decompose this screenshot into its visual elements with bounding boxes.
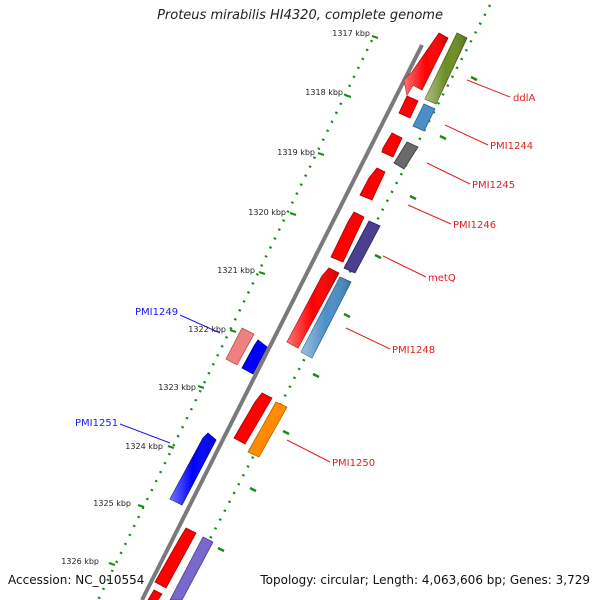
gene-label-pmi1244[interactable]: PMI1244 — [490, 141, 533, 152]
gene-feature[interactable] — [147, 589, 163, 600]
kbp-tick-marks — [108, 35, 379, 566]
label-leader-lines — [119, 79, 511, 463]
gene-feature[interactable] — [381, 132, 403, 158]
kbp-label: 1321 kbp — [217, 266, 255, 275]
kbp-label: 1320 kbp — [248, 208, 286, 217]
gene-label-pmi1251[interactable]: PMI1251 — [75, 418, 118, 429]
gene-label-pmi1248[interactable]: PMI1248 — [392, 345, 435, 356]
gene-shading — [170, 33, 467, 505]
gene-label-metq[interactable]: metQ — [428, 273, 456, 284]
kbp-label: 1322 kbp — [188, 325, 226, 334]
kbp-label: 1325 kbp — [93, 499, 131, 508]
topology-label: Topology: circular; Length: 4,063,606 bp… — [260, 573, 590, 587]
kbp-label: 1326 kbp — [61, 557, 99, 566]
kbp-label: 1323 kbp — [158, 383, 196, 392]
outer-dotted-ring — [96, 39, 374, 600]
gene-feature[interactable] — [393, 141, 419, 170]
kbp-label: 1324 kbp — [125, 442, 163, 451]
gene-feature[interactable] — [169, 536, 214, 600]
accession-label: Accession: NC_010554 — [8, 573, 145, 587]
kbp-label: 1318 kbp — [305, 88, 343, 97]
gene-label-pmi1245[interactable]: PMI1245 — [472, 180, 515, 191]
gene-feature[interactable] — [359, 167, 386, 201]
gene-label-pmi1246[interactable]: PMI1246 — [453, 220, 496, 231]
gene-feature[interactable] — [398, 95, 419, 119]
inner-dotted-ring — [176, 4, 492, 600]
gene-feature[interactable] — [343, 220, 381, 274]
gene-feature[interactable] — [247, 401, 288, 458]
inner-ring-dashes — [217, 75, 478, 553]
gene-feature[interactable] — [241, 339, 268, 375]
map-title: Proteus mirabilis HI4320, complete genom… — [157, 8, 443, 23]
gene-label-pmi1250[interactable]: PMI1250 — [332, 458, 375, 469]
gene-feature[interactable] — [225, 327, 255, 366]
gene-feature[interactable] — [412, 103, 436, 132]
gene-label-pmi1249[interactable]: PMI1249 — [135, 307, 178, 318]
gene-feature[interactable] — [154, 527, 197, 589]
kbp-label: 1319 kbp — [277, 148, 315, 157]
gene-feature[interactable] — [233, 392, 273, 445]
kbp-label: 1317 kbp — [332, 29, 370, 38]
genome-backbone — [140, 44, 424, 600]
gene-feature[interactable] — [330, 211, 365, 263]
gene-label-ddla[interactable]: ddlA — [513, 93, 535, 104]
